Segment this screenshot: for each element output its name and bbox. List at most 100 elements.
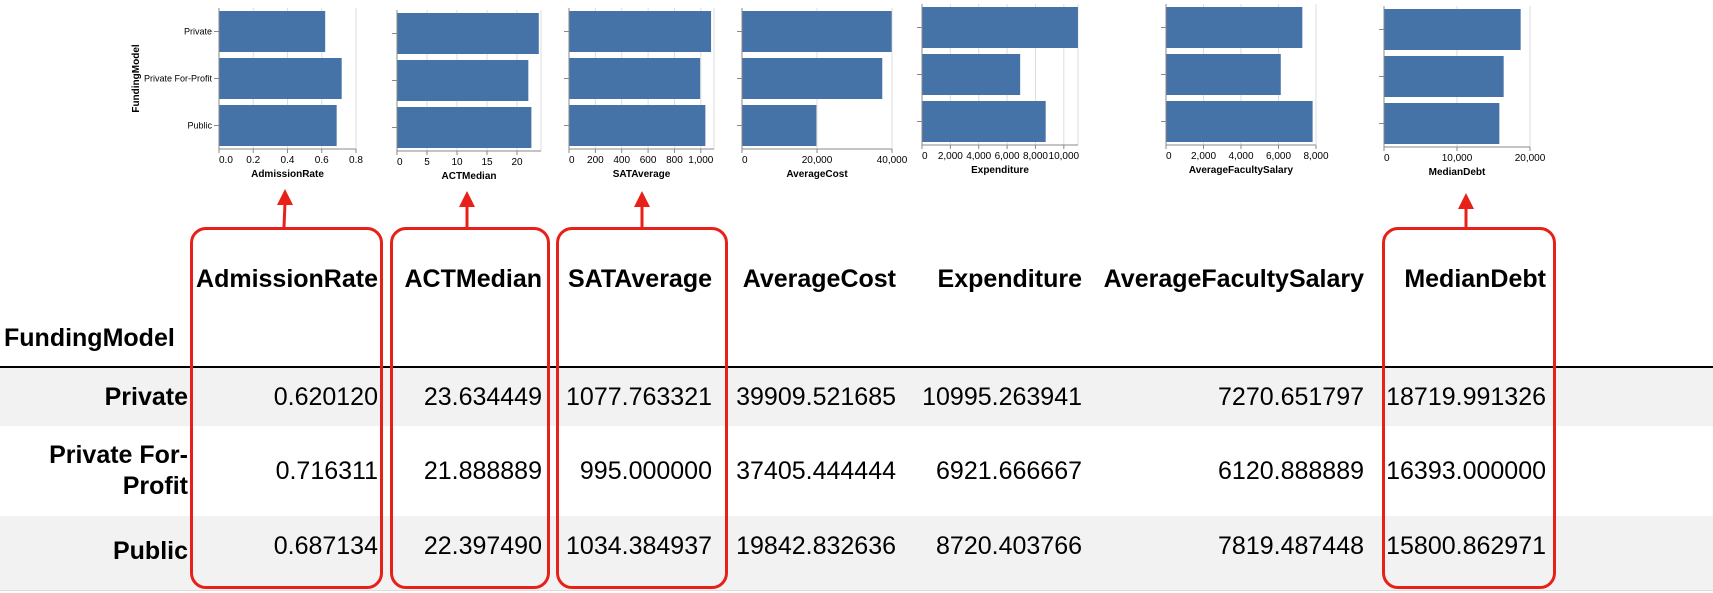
index-name: FundingModel xyxy=(4,324,175,352)
column-header-sat-average: SATAverage xyxy=(567,265,712,293)
table-cell: 6921.666667 xyxy=(936,457,1082,485)
averagecost-bar-public xyxy=(742,105,817,146)
actmedian-axis-title: ACTMedian xyxy=(442,171,497,182)
table-cell: 1034.384937 xyxy=(566,532,712,560)
expenditure-axis-title: Expenditure xyxy=(971,165,1029,176)
table-cell: 995.000000 xyxy=(579,457,712,485)
expenditure-x-tick-label: 8,000 xyxy=(1023,151,1048,162)
table-cell: 0.687134 xyxy=(273,532,378,560)
mini-bar-charts: 0.0 0.2 0.4 0.6 0.8 AdmissionRate Private Priva… xyxy=(131,4,1546,182)
mediandebt-x-tick-label: 20,000 xyxy=(1515,153,1546,164)
actmedian-x-tick-label: 15 xyxy=(481,157,493,168)
mediandebt-bar-private-for-profit xyxy=(1384,56,1504,97)
mediandebt-bar-public xyxy=(1384,103,1500,144)
actmedian-bar-public xyxy=(397,107,532,148)
sataverage-bar-private xyxy=(569,11,712,52)
admissionrate-axis-title: AdmissionRate xyxy=(251,169,324,180)
sataverage-x-tick-label: 400 xyxy=(613,155,630,166)
table-cell: 7270.651797 xyxy=(1218,383,1364,411)
averagecost-bar-private-for-profit xyxy=(742,58,883,99)
highlight-box-admission-rate xyxy=(190,227,383,589)
row-label-public: Public xyxy=(112,537,188,565)
table-cell: 16393.000000 xyxy=(1386,457,1546,485)
averagefacultysalary-x-tick-label: 0 xyxy=(1166,151,1172,162)
mediandebt-x-tick-label: 0 xyxy=(1384,153,1390,164)
admissionrate-bar-private-for-profit xyxy=(219,58,342,99)
admissionrate-bar-public xyxy=(219,105,337,146)
admissionrate-x-tick-label: 0.8 xyxy=(349,155,363,166)
actmedian-x-tick-label: 5 xyxy=(424,157,430,168)
sataverage-axis-title: SATAverage xyxy=(613,169,671,180)
averagecost-x-tick-label: 20,000 xyxy=(802,155,833,166)
table-cell: 0.620120 xyxy=(273,383,378,411)
admissionrate-x-tick-label: 0.2 xyxy=(246,155,260,166)
averagefacultysalary-x-tick-label: 2,000 xyxy=(1191,151,1216,162)
table-cell: 7819.487448 xyxy=(1218,532,1364,560)
averagefacultysalary-bar-private xyxy=(1166,7,1303,48)
averagefacultysalary-bar-private-for-profit xyxy=(1166,54,1281,95)
mediandebt-axis-title: MedianDebt xyxy=(1429,167,1486,178)
category-label-public: Public xyxy=(187,121,212,131)
expenditure-bar-private-for-profit xyxy=(922,54,1021,95)
averagefacultysalary-x-tick-label: 8,000 xyxy=(1303,151,1328,162)
table-row xyxy=(0,516,1713,590)
actmedian-x-tick-label: 20 xyxy=(511,157,523,168)
averagecost-x-tick-label: 40,000 xyxy=(877,155,908,166)
averagecost-axis-title: AverageCost xyxy=(786,169,848,180)
table-cell: 23.634449 xyxy=(423,383,542,411)
averagefacultysalary-bar-public xyxy=(1166,101,1313,142)
expenditure-x-tick-label: 10,000 xyxy=(1049,151,1080,162)
row-label-private-for-profit: Private For-Profit xyxy=(49,441,188,500)
table-cell: 19842.832636 xyxy=(736,532,896,560)
admissionrate-bar-private xyxy=(219,11,326,52)
sataverage-bar-private-for-profit xyxy=(569,58,701,99)
table-cell: 0.716311 xyxy=(275,457,378,485)
table-cell: 15800.862971 xyxy=(1386,532,1546,560)
mediandebt-x-tick-label: 10,000 xyxy=(1442,153,1473,164)
column-header-admission-rate: AdmissionRate xyxy=(196,265,378,293)
table-cell: 18719.991326 xyxy=(1386,383,1546,411)
averagefacultysalary-axis-title: AverageFacultySalary xyxy=(1189,165,1294,176)
sataverage-x-tick-label: 0 xyxy=(569,155,575,166)
highlight-box-sat-average xyxy=(556,227,728,589)
averagecost-x-tick-label: 0 xyxy=(742,155,748,166)
expenditure-x-tick-label: 0 xyxy=(922,151,928,162)
sataverage-x-tick-label: 800 xyxy=(666,155,683,166)
column-header-expenditure: Expenditure xyxy=(937,265,1082,293)
actmedian-x-tick-label: 10 xyxy=(451,157,463,168)
column-header-average-faculty-salary: AverageFacultySalary xyxy=(1103,265,1364,293)
column-header-average-cost: AverageCost xyxy=(742,265,896,293)
averagefacultysalary-x-tick-label: 4,000 xyxy=(1228,151,1253,162)
table-cell: 22.397490 xyxy=(423,532,542,560)
table-cell: 6120.888889 xyxy=(1218,457,1364,485)
sataverage-x-tick-label: 200 xyxy=(587,155,604,166)
expenditure-x-tick-label: 6,000 xyxy=(995,151,1020,162)
highlight-box-act-median xyxy=(390,227,550,589)
column-header-act-median: ACTMedian xyxy=(404,265,543,293)
admissionrate-x-tick-label: 0.0 xyxy=(219,155,233,166)
y-axis-title: FundingModel xyxy=(131,44,142,113)
sataverage-x-tick-label: 600 xyxy=(640,155,657,166)
table-cell: 39909.521685 xyxy=(736,383,896,411)
category-label-private-for-profit: Private For-Profit xyxy=(144,74,213,84)
expenditure-x-tick-label: 2,000 xyxy=(938,151,963,162)
table-cell: 1077.763321 xyxy=(566,383,712,411)
averagefacultysalary-x-tick-label: 6,000 xyxy=(1266,151,1291,162)
row-label-private: Private xyxy=(104,383,188,411)
actmedian-bar-private xyxy=(397,13,539,54)
table-row xyxy=(0,368,1713,426)
table-cell: 37405.444444 xyxy=(736,457,896,485)
expenditure-bar-public xyxy=(922,101,1046,142)
table-cell: 10995.263941 xyxy=(922,383,1082,411)
admissionrate-x-tick-label: 0.4 xyxy=(281,155,295,166)
table-cell: 21.888889 xyxy=(423,457,542,485)
table-cell: 8720.403766 xyxy=(936,532,1082,560)
column-header-median-debt: MedianDebt xyxy=(1404,265,1546,293)
averagecost-bar-private xyxy=(742,11,892,52)
category-label-private: Private xyxy=(184,27,212,37)
sataverage-bar-public xyxy=(569,105,706,146)
header-rule xyxy=(0,366,1713,368)
highlight-box-median-debt xyxy=(1382,227,1556,589)
sataverage-x-tick-label: 1,000 xyxy=(688,155,713,166)
admissionrate-x-tick-label: 0.6 xyxy=(315,155,329,166)
